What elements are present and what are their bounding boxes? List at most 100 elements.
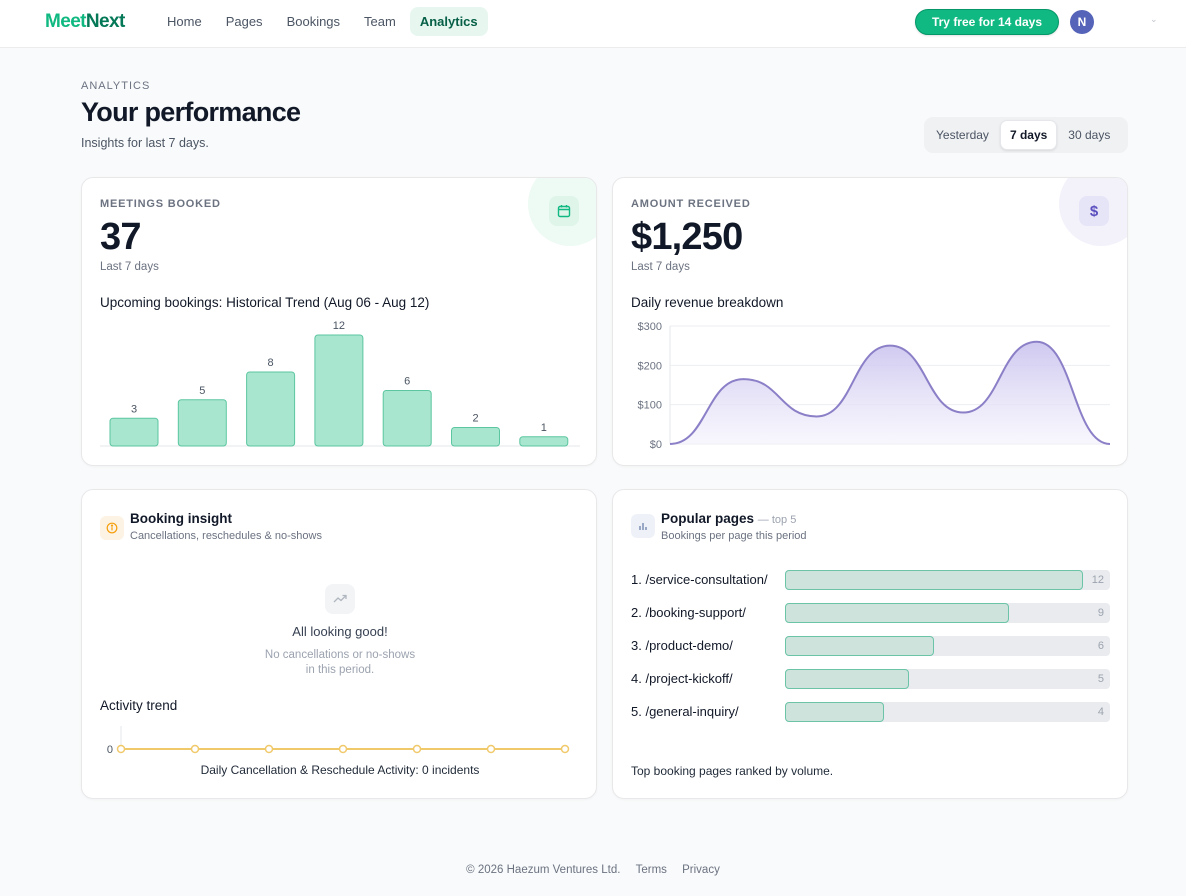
range-7-days[interactable]: 7 days (999, 120, 1058, 150)
nav-pages[interactable]: Pages (225, 14, 263, 29)
popular-page-count: 6 (1097, 640, 1104, 652)
trend-point-5 (486, 744, 496, 754)
date-range-selector: Yesterday 7 days 30 days (924, 117, 1128, 153)
popular-pages-footer: Top booking pages ranked by volume. (631, 764, 834, 778)
amount-received-card: $ AMOUNT RECEIVED $1,250 Last 7 days Dai… (612, 177, 1128, 466)
trend-point-3 (338, 744, 348, 754)
popular-pages-title: Popular pages — top 5 (661, 511, 796, 526)
privacy-link[interactable]: Privacy (682, 864, 720, 876)
popular-page-row[interactable]: 1. /service-consultation/12 (631, 570, 1111, 590)
bar-chart-icon (631, 514, 655, 538)
popular-page-label: 2. /booking-support/ (631, 605, 746, 620)
kpi-label: AMOUNT RECEIVED (631, 198, 751, 210)
popular-page-count: 4 (1097, 706, 1104, 718)
revenue-line (669, 340, 1111, 445)
bookings-bar-chart: 3 5 8 12 6 2 1 (100, 320, 580, 447)
popular-page-bar-fill (785, 570, 1083, 590)
popular-page-row[interactable]: 2. /booking-support/9 (631, 603, 1111, 623)
trend-point-1 (190, 744, 200, 754)
bar-label-4: 6 (404, 376, 410, 388)
popular-page-bar-track: 12 (785, 570, 1110, 590)
nav-home[interactable]: Home (167, 14, 202, 29)
trend-point-6 (560, 744, 570, 754)
trend-y-tick-label: 0 (107, 744, 113, 756)
popular-page-label: 3. /product-demo/ (631, 638, 733, 653)
chevron-down-icon[interactable]: ⌄ (1150, 14, 1158, 24)
kpi-value: $1,250 (631, 216, 743, 258)
copyright-text: © 2026 Haezum Ventures Ltd. (466, 864, 621, 876)
y-tick-label-3: $300 (638, 321, 662, 333)
popular-page-bar-fill (785, 702, 885, 722)
top-navbar: MeetNext Home Pages Bookings Team Analyt… (0, 0, 1186, 48)
nav-bookings[interactable]: Bookings (286, 14, 341, 29)
popular-pages-card: Popular pages — top 5 Bookings per page … (612, 489, 1128, 799)
activity-trend-chart: 0 (107, 726, 570, 756)
trend-point-0 (116, 744, 126, 754)
empty-state-title: All looking good! (292, 624, 388, 639)
bar-3 (314, 334, 364, 447)
activity-trend-title: Activity trend (100, 698, 178, 713)
try-free-button[interactable]: Try free for 14 days (915, 9, 1059, 35)
booking-insight-card: Booking insight Cancellations, reschedul… (81, 489, 597, 799)
popular-page-bar-track: 5 (785, 669, 1110, 689)
popular-page-bar-track: 4 (785, 702, 1110, 722)
info-icon (100, 516, 124, 540)
bar-label-2: 8 (268, 357, 274, 369)
trend-up-icon (325, 584, 355, 614)
bar-1 (177, 399, 227, 447)
bar-5 (451, 427, 500, 447)
avatar[interactable]: N (1070, 10, 1094, 34)
y-tick-label-2: $200 (638, 360, 662, 372)
popular-page-row[interactable]: 4. /project-kickoff/5 (631, 669, 1111, 689)
y-tick-label-0: $0 (650, 439, 662, 451)
kpi-label: MEETINGS BOOKED (100, 198, 221, 210)
trend-point-4 (412, 744, 422, 754)
popular-page-row[interactable]: 3. /product-demo/6 (631, 636, 1111, 656)
insight-subtitle: Cancellations, reschedules & no-shows (130, 530, 322, 542)
empty-state-text: No cancellations or no-shows in this per… (264, 649, 416, 676)
bar-label-6: 1 (541, 422, 547, 434)
page-eyebrow: ANALYTICS (81, 80, 151, 92)
kpi-period: Last 7 days (631, 261, 690, 273)
popular-page-label: 4. /project-kickoff/ (631, 671, 733, 686)
bar-label-0: 3 (131, 403, 137, 415)
main-nav: Home Pages Bookings Team Analytics (157, 7, 488, 36)
page-title: Your performance (81, 97, 301, 127)
popular-page-count: 9 (1097, 607, 1104, 619)
revenue-area-chart: $0 $100 $200 $300 (638, 321, 1111, 451)
bar-label-1: 5 (199, 385, 205, 397)
dollar-icon: $ (1079, 196, 1109, 226)
activity-trend-caption: Daily Cancellation & Reschedule Activity… (200, 763, 480, 777)
popular-page-bar-track: 6 (785, 636, 1110, 656)
nav-team[interactable]: Team (364, 14, 396, 29)
bar-label-3: 12 (333, 320, 345, 332)
popular-page-row[interactable]: 5. /general-inquiry/4 (631, 702, 1111, 722)
bar-label-5: 2 (472, 413, 478, 425)
range-30-days[interactable]: 30 days (1068, 128, 1111, 142)
popular-page-bar-fill (785, 669, 910, 689)
bar-6 (519, 436, 569, 447)
popular-page-count: 5 (1097, 673, 1104, 685)
popular-page-bar-fill (785, 636, 934, 656)
popular-page-bar-track: 9 (785, 603, 1110, 623)
range-yesterday[interactable]: Yesterday (936, 128, 989, 142)
kpi-value: 37 (100, 216, 141, 258)
insight-title: Booking insight (130, 511, 232, 526)
trend-point-2 (264, 744, 274, 754)
popular-page-label: 5. /general-inquiry/ (631, 704, 739, 719)
bar-2 (246, 371, 296, 447)
nav-analytics[interactable]: Analytics (409, 7, 488, 36)
popular-page-label: 1. /service-consultation/ (631, 572, 768, 587)
logo[interactable]: MeetNext (45, 11, 125, 32)
revenue-chart-title: Daily revenue breakdown (631, 295, 784, 310)
revenue-area-fill (670, 341, 1110, 444)
page-subtitle: Insights for last 7 days. (81, 136, 209, 150)
popular-page-bar-fill (785, 603, 1009, 623)
bar-4 (382, 390, 432, 447)
calendar-icon (549, 196, 579, 226)
popular-pages-subtitle: Bookings per page this period (661, 530, 807, 542)
bookings-chart-title: Upcoming bookings: Historical Trend (Aug… (100, 295, 430, 310)
terms-link[interactable]: Terms (635, 864, 667, 876)
popular-pages-note: — top 5 (757, 514, 797, 526)
page-footer: © 2026 Haezum Ventures Ltd. Terms Privac… (0, 864, 1186, 876)
